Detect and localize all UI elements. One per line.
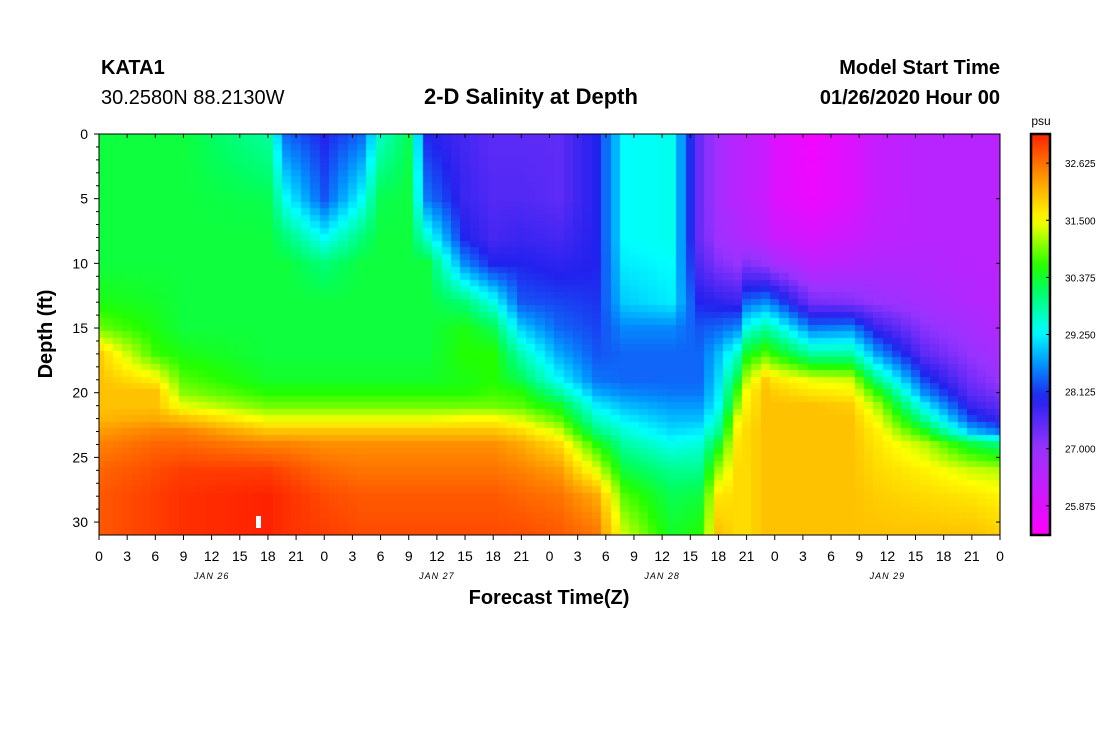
date-label: JAN 29 xyxy=(869,571,906,581)
x-tick-label: 21 xyxy=(739,548,755,564)
colorbar-tick-label: 29.250 xyxy=(1065,331,1096,342)
x-tick-label: 9 xyxy=(180,548,188,564)
x-tick-label: 15 xyxy=(908,548,924,564)
x-tick-label: 3 xyxy=(123,548,131,564)
x-tick-label: 3 xyxy=(349,548,357,564)
x-tick-label: 15 xyxy=(232,548,248,564)
colorbar-tick-label: 31.500 xyxy=(1065,216,1096,227)
x-tick-label: 9 xyxy=(405,548,413,564)
x-tick-label: 15 xyxy=(457,548,473,564)
colorbar-tick-label: 27.000 xyxy=(1065,445,1096,456)
colorbar-tick-label: 30.375 xyxy=(1065,273,1096,284)
x-tick-label: 21 xyxy=(964,548,980,564)
x-tick-label: 3 xyxy=(574,548,582,564)
date-label: JAN 27 xyxy=(418,571,455,581)
x-tick-label: 18 xyxy=(260,548,276,564)
y-tick-label: 0 xyxy=(80,126,88,142)
date-label: JAN 26 xyxy=(193,571,230,581)
y-tick-label: 20 xyxy=(72,385,88,401)
x-tick-label: 21 xyxy=(514,548,530,564)
x-tick-label: 12 xyxy=(654,548,670,564)
colorbar-unit: psu xyxy=(1031,114,1050,128)
x-tick-label: 0 xyxy=(320,548,328,564)
salinity-heatmap xyxy=(99,134,1000,535)
model-start-label: Model Start Time xyxy=(839,57,1000,79)
x-tick-label: 9 xyxy=(855,548,863,564)
x-tick-label: 18 xyxy=(711,548,727,564)
axes: 0 3 6 9 12 15 18 21 0 3 6 9 12 15 18 21 0 3 6 9 12 15 18 21 0 3 6 9… xyxy=(72,126,1004,581)
x-tick-label: 21 xyxy=(288,548,304,564)
y-tick-label: 5 xyxy=(80,191,88,207)
x-tick-label: 12 xyxy=(204,548,220,564)
x-axis-label: Forecast Time(Z) xyxy=(469,587,630,609)
y-tick-label: 25 xyxy=(72,449,88,465)
x-tick-label: 18 xyxy=(485,548,501,564)
x-tick-label: 0 xyxy=(546,548,554,564)
chart-title: 2-D Salinity at Depth xyxy=(424,84,638,109)
x-tick-label: 6 xyxy=(151,548,159,564)
y-tick-label: 10 xyxy=(72,255,88,271)
colorbar-tick-label: 28.125 xyxy=(1065,388,1096,399)
x-tick-label: 0 xyxy=(771,548,779,564)
colorbar-tick-label: 25.875 xyxy=(1065,502,1096,513)
x-tick-label: 0 xyxy=(996,548,1004,564)
x-tick-label: 9 xyxy=(630,548,638,564)
x-tick-label: 6 xyxy=(602,548,610,564)
heatmap-image xyxy=(99,134,1000,535)
y-tick-label: 30 xyxy=(72,514,88,530)
y-tick-label: 15 xyxy=(72,320,88,336)
station-coordinates: 30.2580N 88.2130W xyxy=(101,87,285,109)
x-tick-label: 12 xyxy=(429,548,445,564)
colorbar: 32.625 31.500 30.375 29.250 28.125 27.000 25.8… xyxy=(1029,132,1096,537)
x-tick-label: 6 xyxy=(827,548,835,564)
colorbar-tick-label: 32.625 xyxy=(1065,159,1096,170)
x-tick-label: 15 xyxy=(682,548,698,564)
model-start-value: 01/26/2020 Hour 00 xyxy=(819,87,1000,109)
x-tick-label: 0 xyxy=(95,548,103,564)
heatmap-marker xyxy=(256,516,261,528)
date-label: JAN 28 xyxy=(643,571,680,581)
y-axis-label: Depth (ft) xyxy=(35,290,57,379)
x-tick-label: 6 xyxy=(377,548,385,564)
x-tick-label: 3 xyxy=(799,548,807,564)
station-id: KATA1 xyxy=(101,57,165,79)
x-tick-label: 12 xyxy=(880,548,896,564)
x-tick-label: 18 xyxy=(936,548,952,564)
